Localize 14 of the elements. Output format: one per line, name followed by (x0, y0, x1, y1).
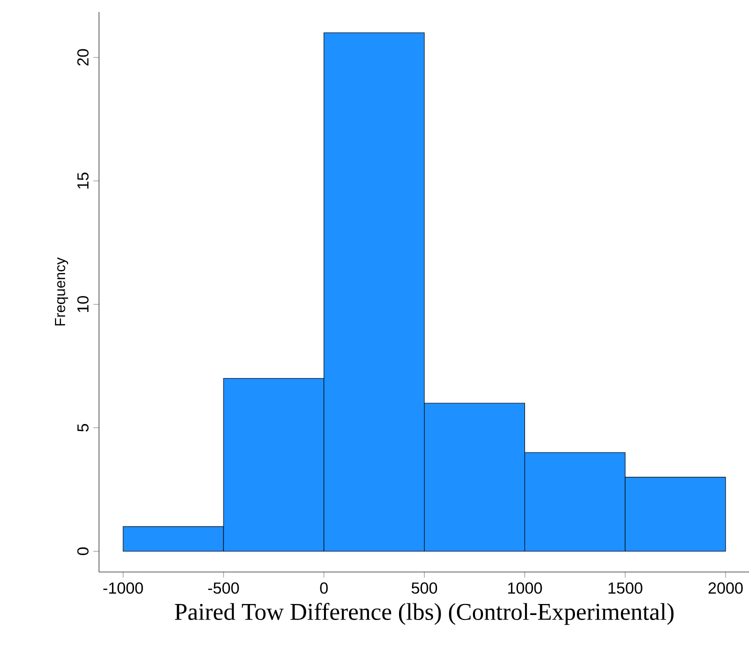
y-tick-label: 10 (77, 296, 89, 312)
x-tick-label: -1000 (103, 582, 143, 594)
x-tick-label: 0 (320, 582, 328, 594)
y-tick-label: 20 (77, 49, 89, 66)
x-tick-label: 1000 (508, 582, 542, 594)
y-tick-label: 0 (77, 547, 89, 556)
x-tick-label: -500 (208, 582, 239, 594)
x-tick-label: 2000 (708, 582, 743, 594)
x-tick-label: 1500 (608, 582, 642, 594)
y-axis-title: Frequency (54, 257, 68, 326)
x-axis-title: Paired Tow Difference (lbs) (Control-Experimental) (174, 602, 674, 625)
y-tick-label: 5 (77, 424, 89, 432)
y-tick-label: 15 (77, 172, 89, 189)
x-tick-label: 500 (412, 582, 438, 594)
